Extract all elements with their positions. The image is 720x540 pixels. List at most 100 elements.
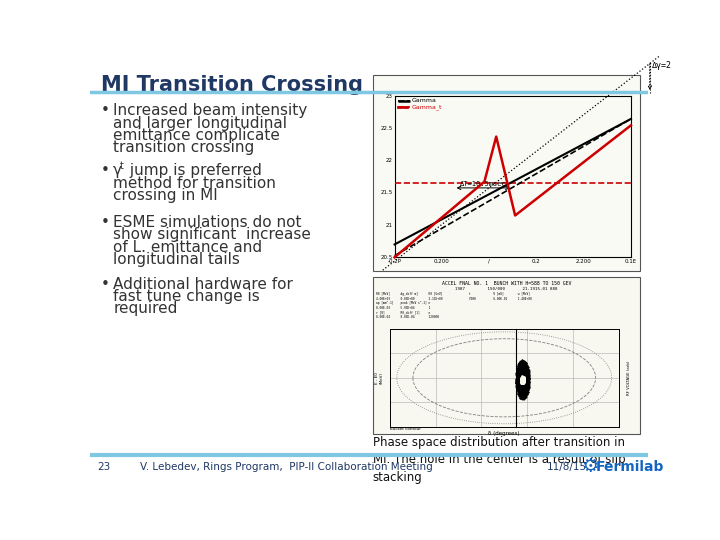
Point (516, 370, 527, 379)
Point (513, 370, 525, 379)
Point (520, 384, 531, 393)
Point (513, 367, 525, 375)
Point (517, 378, 528, 387)
Point (517, 375, 528, 384)
Point (514, 369, 526, 378)
Point (514, 390, 526, 399)
Point (517, 368, 528, 377)
Point (516, 373, 528, 381)
Point (515, 376, 526, 385)
Point (515, 362, 526, 371)
Point (515, 375, 526, 384)
Point (517, 372, 528, 381)
Point (516, 367, 527, 376)
Point (522, 387, 534, 396)
Point (520, 383, 531, 391)
Point (518, 388, 530, 396)
Point (512, 367, 523, 375)
Point (514, 380, 526, 388)
Point (517, 379, 528, 388)
Point (517, 383, 528, 392)
Point (510, 382, 522, 391)
Point (513, 388, 524, 396)
Point (520, 372, 531, 381)
Point (523, 381, 534, 390)
Point (518, 376, 530, 384)
Point (521, 388, 532, 396)
Point (517, 369, 528, 378)
Point (519, 367, 531, 376)
Point (521, 370, 532, 379)
Point (523, 377, 534, 386)
Point (521, 375, 532, 384)
Point (513, 374, 524, 382)
Point (520, 370, 531, 379)
Point (513, 379, 524, 387)
Point (514, 360, 526, 369)
Point (519, 383, 531, 391)
Point (516, 394, 528, 402)
Point (516, 356, 528, 365)
Point (516, 382, 528, 391)
Point (518, 394, 530, 402)
Point (520, 380, 531, 389)
Point (522, 381, 534, 390)
Point (519, 388, 531, 397)
Point (521, 375, 533, 383)
Point (517, 382, 528, 391)
Point (517, 380, 528, 388)
Point (520, 379, 531, 387)
Point (523, 365, 534, 374)
Point (518, 369, 529, 377)
Point (516, 383, 527, 391)
Point (513, 372, 524, 381)
Point (518, 377, 530, 386)
Point (515, 388, 526, 397)
Point (520, 370, 531, 379)
Point (513, 361, 525, 370)
Point (518, 384, 529, 393)
Point (519, 387, 531, 395)
Point (513, 369, 525, 378)
Point (518, 364, 529, 373)
Text: emittance complicate: emittance complicate (113, 128, 280, 143)
Point (514, 373, 526, 382)
Point (515, 381, 526, 389)
Point (518, 368, 530, 376)
Point (516, 387, 527, 395)
Point (518, 376, 530, 385)
Point (512, 373, 523, 381)
Point (516, 392, 527, 400)
Point (517, 389, 528, 397)
Point (519, 363, 531, 372)
Point (517, 392, 528, 401)
Point (515, 374, 526, 383)
Point (518, 378, 530, 387)
Point (517, 374, 528, 382)
Point (523, 374, 535, 382)
Point (511, 379, 523, 387)
Bar (373, 276, 640, 434)
Point (513, 361, 525, 370)
Point (515, 370, 526, 379)
Point (518, 364, 530, 373)
Text: required: required (113, 301, 178, 316)
Point (517, 366, 528, 375)
Point (517, 384, 528, 393)
Point (517, 373, 528, 382)
Point (521, 368, 532, 377)
Point (523, 369, 534, 378)
Point (512, 380, 523, 389)
Point (515, 370, 526, 379)
Point (513, 389, 524, 398)
Point (521, 379, 532, 388)
Point (511, 380, 523, 389)
Point (520, 373, 531, 381)
Point (511, 369, 523, 377)
Point (516, 376, 528, 384)
Point (515, 372, 526, 381)
Point (513, 366, 525, 375)
Point (521, 361, 533, 369)
Point (513, 365, 524, 374)
Point (517, 383, 528, 391)
